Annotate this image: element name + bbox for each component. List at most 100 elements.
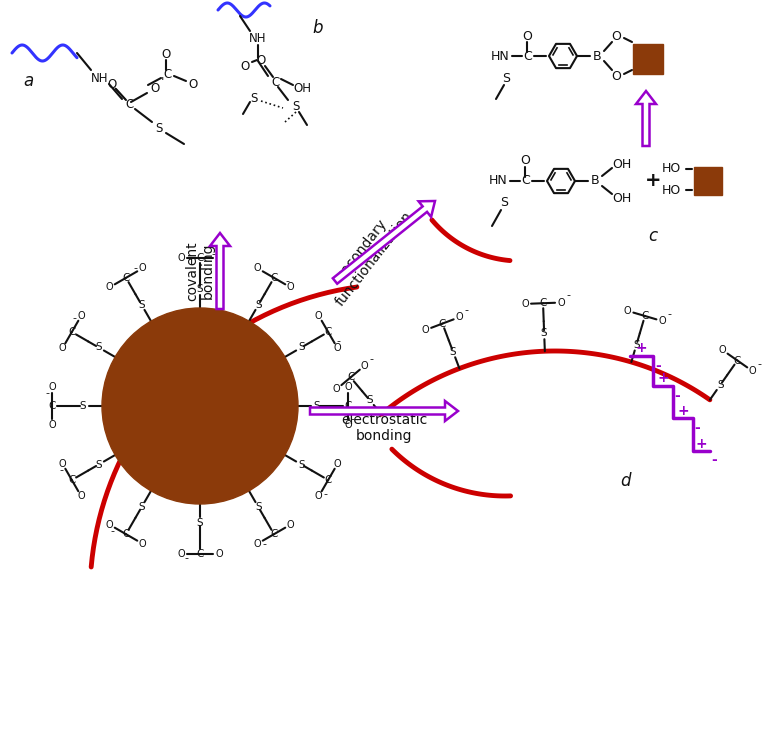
- Text: C: C: [324, 327, 332, 337]
- Text: O: O: [611, 29, 621, 43]
- Text: S: S: [450, 347, 457, 357]
- Text: C: C: [641, 311, 649, 321]
- Text: C: C: [68, 475, 76, 485]
- Text: C: C: [271, 76, 279, 88]
- Text: C: C: [164, 68, 172, 82]
- Text: O: O: [344, 420, 352, 430]
- Text: O: O: [188, 79, 197, 91]
- Text: S: S: [197, 518, 204, 528]
- Text: O: O: [624, 306, 632, 316]
- Text: O: O: [286, 283, 294, 292]
- Text: O: O: [177, 549, 185, 559]
- Text: covalent
bonding: covalent bonding: [185, 241, 215, 301]
- Text: -: -: [60, 465, 63, 475]
- Text: O: O: [521, 299, 529, 309]
- Text: C: C: [324, 475, 332, 485]
- Text: C: C: [270, 529, 278, 539]
- Polygon shape: [210, 233, 230, 309]
- Text: S: S: [298, 459, 305, 470]
- Text: -: -: [262, 539, 266, 549]
- Text: O: O: [557, 297, 565, 308]
- Text: C: C: [197, 549, 204, 559]
- Text: -: -: [711, 453, 717, 467]
- Text: S: S: [633, 340, 640, 350]
- Text: S: S: [367, 395, 373, 406]
- Text: O: O: [422, 325, 430, 335]
- Text: -: -: [667, 309, 671, 319]
- Text: -: -: [323, 489, 327, 498]
- Text: C: C: [734, 355, 741, 366]
- Text: HN: HN: [491, 49, 509, 63]
- Text: B: B: [591, 174, 599, 188]
- Text: +: +: [645, 171, 661, 191]
- Text: HN: HN: [488, 174, 508, 188]
- Text: HO: HO: [661, 163, 680, 175]
- Text: S: S: [197, 284, 204, 294]
- FancyBboxPatch shape: [633, 44, 663, 74]
- Text: secondary
functionalization: secondary functionalization: [320, 199, 416, 309]
- Text: electrostatic
bonding: electrostatic bonding: [341, 413, 427, 443]
- Text: S: S: [95, 459, 102, 470]
- Text: -: -: [185, 553, 189, 563]
- Text: C: C: [197, 253, 204, 263]
- Text: OH: OH: [612, 158, 632, 171]
- Polygon shape: [310, 401, 458, 421]
- Text: O: O: [48, 420, 56, 430]
- Text: O: O: [215, 253, 223, 263]
- Text: -: -: [73, 314, 77, 323]
- Text: C: C: [125, 99, 133, 111]
- Text: C: C: [122, 273, 130, 283]
- Text: O: O: [139, 539, 146, 548]
- Text: O: O: [611, 69, 621, 82]
- Text: HO: HO: [661, 183, 680, 197]
- Text: O: O: [106, 283, 113, 292]
- Text: a: a: [23, 72, 33, 90]
- Text: O: O: [344, 382, 352, 392]
- Text: -: -: [286, 276, 289, 286]
- Text: -: -: [464, 305, 468, 315]
- Text: O: O: [455, 312, 463, 322]
- Text: C: C: [344, 401, 351, 411]
- Text: C: C: [439, 319, 446, 328]
- Text: S: S: [255, 300, 262, 310]
- Text: O: O: [77, 311, 85, 321]
- Text: C: C: [122, 529, 130, 539]
- Text: -: -: [133, 263, 138, 272]
- Text: -: -: [694, 421, 700, 435]
- Polygon shape: [333, 201, 435, 284]
- Text: S: S: [541, 328, 547, 339]
- Text: C: C: [539, 298, 546, 308]
- Text: B: B: [593, 49, 601, 63]
- Text: O: O: [256, 54, 265, 68]
- Text: O: O: [106, 520, 113, 530]
- Text: O: O: [241, 60, 250, 73]
- Circle shape: [102, 308, 298, 504]
- Text: NH: NH: [91, 71, 109, 85]
- Text: OH: OH: [293, 82, 311, 94]
- Text: C: C: [270, 273, 278, 283]
- Text: O: O: [315, 492, 323, 501]
- Text: O: O: [177, 253, 185, 263]
- Text: O: O: [334, 459, 341, 469]
- Text: O: O: [254, 539, 262, 548]
- Text: S: S: [717, 380, 724, 390]
- Polygon shape: [636, 91, 656, 146]
- Text: S: S: [156, 122, 163, 135]
- Text: OH: OH: [612, 191, 632, 205]
- Text: NH: NH: [249, 32, 267, 44]
- FancyBboxPatch shape: [694, 167, 722, 195]
- Text: O: O: [520, 155, 530, 168]
- Text: -: -: [111, 526, 115, 536]
- Text: S: S: [313, 401, 320, 411]
- Text: b: b: [313, 19, 324, 37]
- Text: O: O: [215, 549, 223, 559]
- Text: ': ': [160, 76, 164, 88]
- Text: O: O: [48, 382, 56, 392]
- Text: -: -: [46, 388, 50, 397]
- Text: O: O: [315, 311, 323, 321]
- Text: O: O: [150, 82, 159, 94]
- Text: O: O: [139, 263, 146, 273]
- Text: O: O: [333, 384, 341, 394]
- Text: -: -: [757, 359, 761, 369]
- Text: O: O: [254, 263, 262, 273]
